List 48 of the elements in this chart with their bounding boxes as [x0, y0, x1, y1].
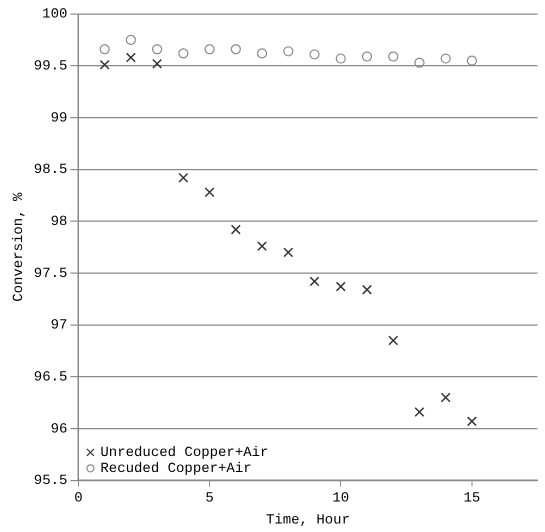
point: [257, 241, 268, 252]
point: [152, 44, 162, 54]
point: [152, 58, 162, 69]
point: [362, 284, 372, 295]
point: [310, 276, 320, 286]
y-tick-label: 97.5: [34, 266, 68, 282]
point: [414, 58, 425, 68]
x-axis-title: Time, Hour: [266, 512, 350, 528]
point: [100, 44, 110, 54]
legend-label: Recuded Copper+Air: [100, 461, 252, 478]
x-tick-label: 10: [332, 490, 350, 507]
y-tick-label: 100: [42, 6, 68, 23]
x-tick-label: 15: [464, 490, 480, 507]
point: [230, 224, 241, 235]
point: [204, 187, 215, 198]
point: [440, 392, 451, 402]
y-tick-label: 97: [50, 318, 68, 334]
y-tick-label: 98: [50, 214, 68, 230]
x-tick-label: 0: [74, 490, 83, 507]
point: [256, 48, 268, 58]
point: [362, 51, 372, 62]
point: [126, 52, 136, 63]
y-tick-label: 98.5: [34, 162, 68, 178]
y-tick-label: 95.5: [34, 473, 68, 490]
y-tick-label: 96: [50, 421, 68, 438]
y-tick-label: 96.5: [34, 369, 68, 386]
point: [388, 335, 398, 346]
point: [178, 172, 188, 183]
y-axis-title: Conversion, %: [11, 192, 28, 302]
point: [178, 48, 188, 58]
point: [336, 53, 346, 64]
x-tick-label: 5: [205, 490, 214, 507]
point: [283, 247, 294, 258]
point: [230, 44, 241, 54]
point: [126, 34, 136, 46]
point: [466, 56, 478, 66]
point: [388, 51, 398, 62]
point: [466, 416, 477, 426]
point: [440, 53, 451, 64]
legend-label: Unreduced Copper+Air: [100, 445, 268, 462]
point: [204, 44, 215, 54]
point: [414, 407, 424, 417]
y-tick-label: 99: [50, 110, 68, 126]
point: [283, 46, 294, 56]
point: [309, 49, 320, 60]
point: [100, 60, 110, 70]
point: [336, 282, 346, 292]
y-tick-label: 99.5: [34, 58, 68, 75]
